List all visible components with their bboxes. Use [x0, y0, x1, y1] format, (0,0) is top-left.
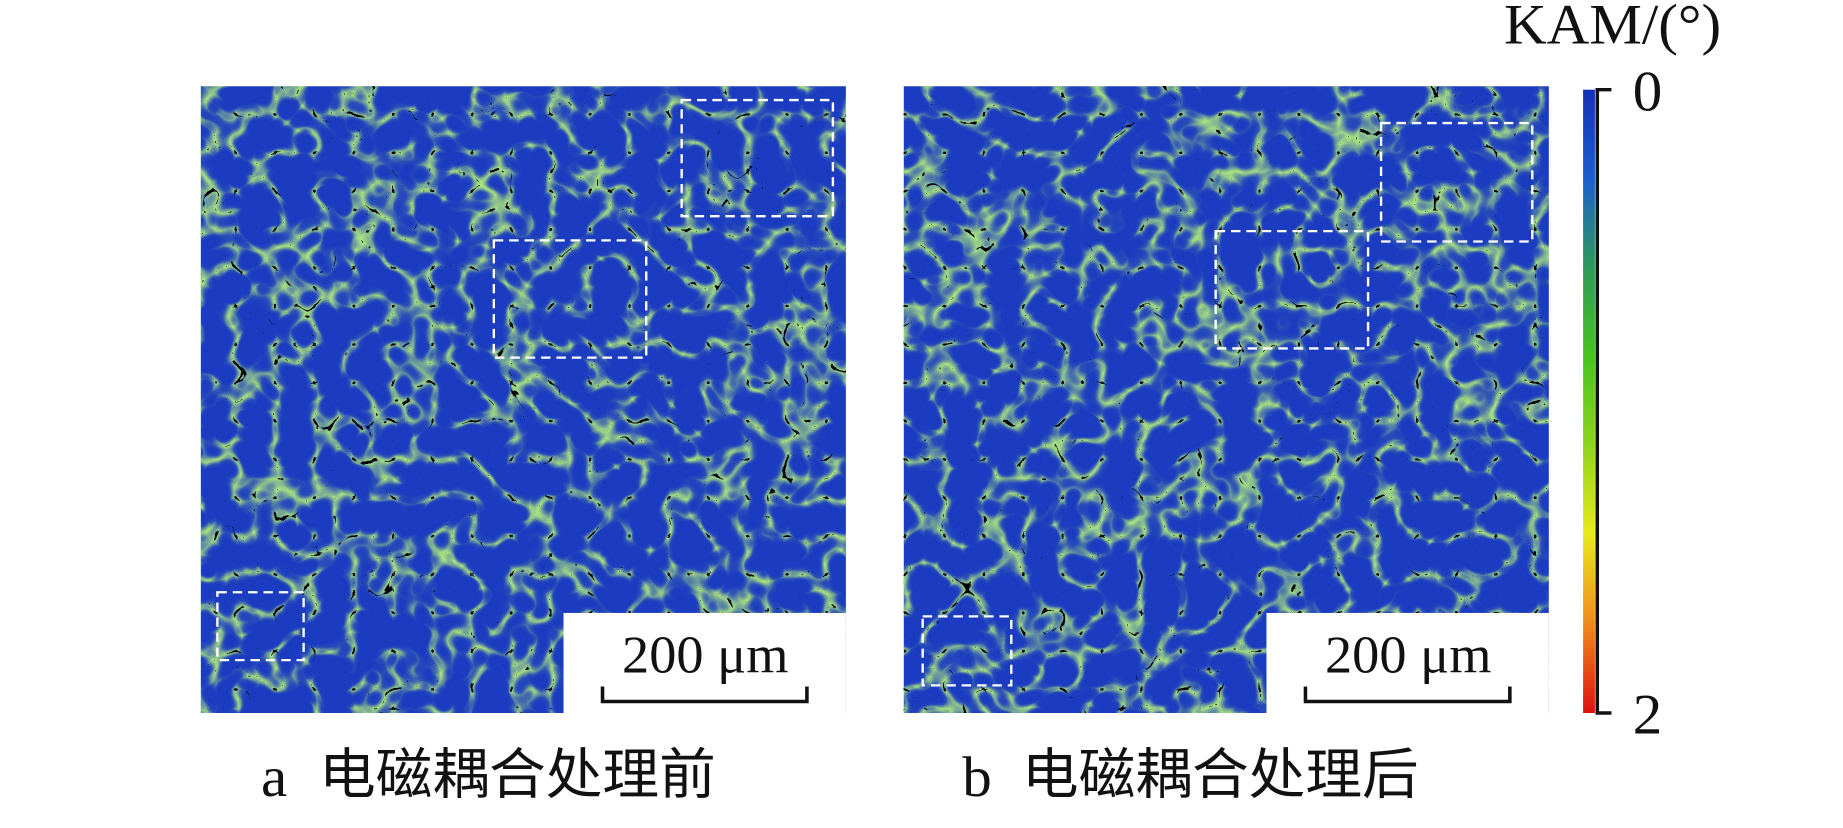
colorbar-tick-label: 2: [1633, 682, 1663, 746]
highlight-box: [921, 615, 1013, 687]
highlight-box: [680, 98, 835, 218]
scale-bar: [600, 686, 809, 704]
grain-boundaries: [200, 86, 846, 713]
panel-caption: 电磁耦合处理前: [319, 745, 716, 806]
colorbar-tick-label: 0: [1633, 59, 1663, 123]
colorbar-title: KAM/(°): [1504, 0, 1721, 57]
highlight-box: [492, 239, 648, 359]
scale-bar-label: 200 μm: [1325, 625, 1491, 684]
colorbar: [1583, 89, 1595, 713]
scale-bar: [1303, 686, 1512, 704]
highlight-box: [1379, 121, 1534, 243]
colorbar-bracket: [1595, 87, 1612, 715]
grain-boundaries: [903, 86, 1549, 713]
scale-bar-label: 200 μm: [622, 625, 788, 684]
panel-label: b: [962, 745, 992, 809]
highlight-box: [216, 591, 305, 662]
scale-bar-box: [563, 612, 846, 713]
panel-caption: 电磁耦合处理后: [1022, 745, 1419, 806]
panel-label: a: [261, 745, 287, 809]
scale-bar-box: [1266, 612, 1549, 713]
